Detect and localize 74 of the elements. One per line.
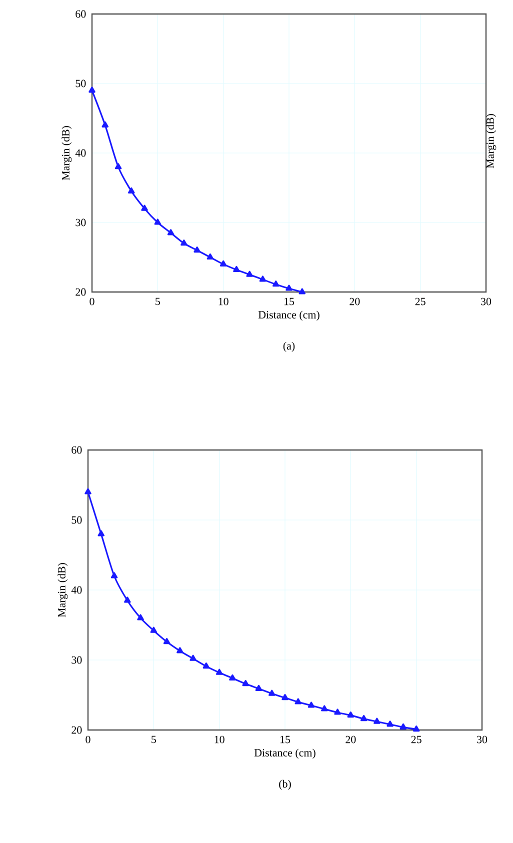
point [374, 718, 380, 724]
point [167, 229, 174, 236]
point [190, 654, 196, 661]
y-tick-label: 20 [72, 726, 82, 734]
y2-axis-title: Margin (dB) [486, 114, 496, 168]
point [282, 694, 288, 700]
point [360, 715, 368, 722]
point [176, 647, 184, 654]
point [255, 684, 262, 691]
y-axis-title: Margin (dB) [62, 126, 72, 180]
point [242, 680, 249, 686]
y-tick-label: 20 [76, 288, 86, 296]
point [321, 705, 328, 712]
point [88, 86, 96, 93]
point [128, 187, 135, 194]
point [347, 712, 354, 718]
point [141, 204, 148, 211]
x-tick-label: 0 [86, 736, 90, 744]
point [202, 662, 210, 669]
x-tick-label: 20 [350, 298, 360, 306]
point [308, 702, 315, 708]
x-tick-label: 25 [415, 298, 426, 306]
y-axis-title: Margin (dB) [58, 563, 68, 618]
point [229, 674, 236, 680]
point [400, 723, 407, 730]
x-tick-label: 10 [214, 736, 224, 744]
point [194, 246, 200, 253]
y-tick-label: 50 [72, 516, 82, 524]
text: (a) [283, 342, 295, 352]
y-tick-label: 40 [71, 586, 82, 594]
point [114, 163, 122, 170]
point [154, 218, 162, 225]
point [180, 240, 188, 246]
text: (b) [279, 780, 291, 790]
point [268, 690, 276, 696]
point [233, 266, 240, 272]
point [386, 720, 394, 727]
point [206, 253, 214, 260]
point [294, 698, 302, 704]
x-axis-title: Distance (cm) [258, 310, 320, 321]
x-tick-label: 10 [218, 298, 228, 306]
point [137, 614, 144, 620]
x-tick-label: 30 [481, 298, 492, 306]
x-tick-label: 5 [156, 298, 160, 306]
point [298, 288, 306, 294]
point [334, 708, 341, 715]
x-tick-label: 5 [152, 736, 156, 744]
point [150, 626, 158, 633]
x-axis-title: Distance (cm) [254, 748, 316, 759]
point [110, 572, 118, 578]
x-tick-label: 20 [346, 736, 356, 744]
x-tick-label: 25 [411, 736, 422, 744]
point [286, 284, 292, 291]
y-tick-label: 40 [75, 149, 86, 157]
y-tick-label: 30 [72, 656, 82, 664]
point [98, 530, 105, 536]
y-tick-label: 50 [76, 80, 86, 88]
y-tick-label: 60 [72, 446, 82, 454]
x-tick-label: 0 [90, 298, 94, 306]
x-tick-label: 15 [280, 736, 290, 744]
point [102, 121, 109, 128]
y-tick-label: 60 [76, 10, 86, 18]
point [216, 668, 223, 675]
x-tick-label: 15 [284, 298, 294, 306]
y-tick-label: 30 [76, 218, 86, 226]
point [220, 260, 227, 266]
point [163, 638, 170, 644]
point [246, 270, 253, 277]
point [272, 280, 280, 287]
point [124, 596, 131, 603]
point [259, 276, 266, 282]
x-tick-label: 30 [477, 736, 488, 744]
point [84, 488, 92, 494]
point [412, 726, 420, 732]
